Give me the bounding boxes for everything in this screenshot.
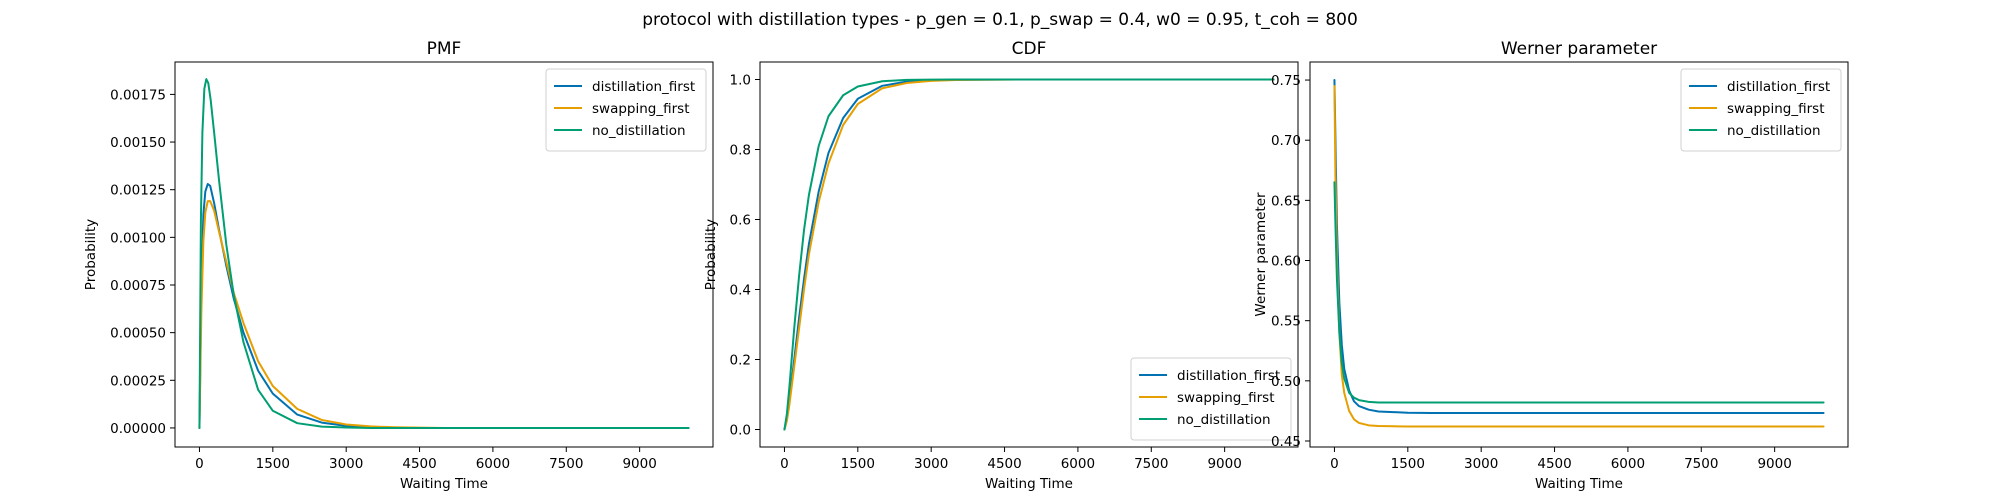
subplot-title: CDF bbox=[1012, 39, 1047, 59]
legend-box bbox=[545, 68, 707, 152]
series-lines bbox=[198, 78, 690, 429]
y-tick-label: 0.00050 bbox=[110, 326, 166, 342]
x-tick-label: 6000 bbox=[476, 456, 510, 472]
series-lines bbox=[783, 78, 1275, 431]
legend-label-swapping_first: swapping_first bbox=[1727, 101, 1825, 117]
x-tick-label: 0 bbox=[195, 456, 204, 472]
legend-label-no_distillation: no_distillation bbox=[1727, 123, 1821, 139]
series-line-distillation_first bbox=[1333, 79, 1825, 414]
legend-label-swapping_first: swapping_first bbox=[592, 101, 690, 117]
legend-label-distillation_first: distillation_first bbox=[1727, 79, 1830, 95]
y-tick-label: 0.55 bbox=[1271, 314, 1301, 330]
y-axis-label: Probability bbox=[703, 219, 719, 290]
x-tick-label: 7500 bbox=[1134, 456, 1168, 472]
x-tick-label: 3000 bbox=[914, 456, 948, 472]
y-tick-label: 0.00075 bbox=[110, 278, 166, 294]
x-tick-label: 4500 bbox=[1537, 456, 1571, 472]
x-tick-label: 9000 bbox=[1757, 456, 1791, 472]
y-tick-label: 0.6 bbox=[730, 213, 751, 229]
y-tick-label: 0.70 bbox=[1271, 133, 1301, 149]
x-tick-label: 4500 bbox=[987, 456, 1021, 472]
y-tick-label: 1.0 bbox=[730, 73, 751, 89]
x-axis-label: Waiting Time bbox=[1535, 476, 1623, 492]
y-tick-label: 0.45 bbox=[1271, 434, 1301, 450]
axes-frame bbox=[1309, 61, 1849, 448]
x-tick-label: 9000 bbox=[622, 456, 656, 472]
y-axis-label: Probability bbox=[83, 219, 99, 290]
y-tick-label: 0.0 bbox=[730, 423, 751, 439]
legend-label-no_distillation: no_distillation bbox=[592, 123, 686, 139]
x-tick-label: 3000 bbox=[329, 456, 363, 472]
series-line-no_distillation bbox=[783, 78, 1275, 431]
series-lines bbox=[1333, 79, 1825, 428]
series-line-no_distillation bbox=[1333, 181, 1825, 404]
y-tick-label: 0.00025 bbox=[110, 373, 166, 389]
x-tick-label: 4500 bbox=[402, 456, 436, 472]
x-tick-label: 1500 bbox=[841, 456, 875, 472]
y-tick-label: 0.65 bbox=[1271, 193, 1301, 209]
y-tick-label: 0.00000 bbox=[110, 421, 166, 437]
y-tick-label: 0.00125 bbox=[110, 183, 166, 199]
legend-label-swapping_first: swapping_first bbox=[1177, 390, 1275, 406]
x-tick-label: 0 bbox=[780, 456, 789, 472]
legend: distillation_first swapping_first no_disti… bbox=[1680, 68, 1842, 152]
series-line-no_distillation bbox=[198, 78, 690, 429]
y-axis-label: Werner parameter bbox=[1253, 192, 1269, 317]
legend-box bbox=[1130, 357, 1292, 441]
subplot-title: PMF bbox=[427, 39, 462, 59]
x-tick-label: 1500 bbox=[1391, 456, 1425, 472]
subplot-3: Werner parameter 0 1500 3000 4500 6000 7500 900… bbox=[1253, 39, 1849, 492]
axes-frame bbox=[759, 61, 1299, 448]
y-tick-label: 0.60 bbox=[1271, 254, 1301, 270]
legend-label-distillation_first: distillation_first bbox=[592, 79, 695, 95]
x-tick-label: 3000 bbox=[1464, 456, 1498, 472]
x-tick-label: 1500 bbox=[256, 456, 290, 472]
subplot-title: Werner parameter bbox=[1501, 39, 1657, 59]
x-tick-label: 7500 bbox=[549, 456, 583, 472]
y-tick-label: 0.4 bbox=[730, 283, 751, 299]
subplot-2: CDF 0 1500 3000 4500 6000 7500 9000 0.0 0.2 0.4 0.6… bbox=[703, 39, 1299, 492]
y-tick-label: 0.00100 bbox=[110, 230, 166, 246]
x-tick-label: 0 bbox=[1330, 456, 1339, 472]
subplot-1: PMF 0 1500 3000 4500 6000 7500 9000 0.00000 0.000… bbox=[83, 39, 714, 492]
x-tick-label: 6000 bbox=[1061, 456, 1095, 472]
legend-label-distillation_first: distillation_first bbox=[1177, 368, 1280, 384]
legend-label-no_distillation: no_distillation bbox=[1177, 412, 1271, 428]
legend-box bbox=[1680, 68, 1842, 152]
x-axis-label: Waiting Time bbox=[400, 476, 488, 492]
legend: distillation_first swapping_first no_disti… bbox=[1130, 357, 1292, 441]
y-tick-label: 0.00175 bbox=[110, 87, 166, 103]
x-tick-label: 9000 bbox=[1207, 456, 1241, 472]
x-tick-label: 7500 bbox=[1684, 456, 1718, 472]
y-tick-label: 0.00150 bbox=[110, 135, 166, 151]
x-tick-label: 6000 bbox=[1611, 456, 1645, 472]
x-axis-label: Waiting Time bbox=[985, 476, 1073, 492]
figure-suptitle: protocol with distillation types - p_gen… bbox=[642, 10, 1358, 30]
legend: distillation_first swapping_first no_disti… bbox=[545, 68, 707, 152]
y-tick-label: 0.50 bbox=[1271, 374, 1301, 390]
axes-frame bbox=[174, 61, 714, 448]
y-tick-label: 0.75 bbox=[1271, 73, 1301, 89]
y-tick-label: 0.2 bbox=[730, 353, 751, 369]
series-line-distillation_first bbox=[198, 182, 690, 429]
y-tick-label: 0.8 bbox=[730, 143, 751, 159]
